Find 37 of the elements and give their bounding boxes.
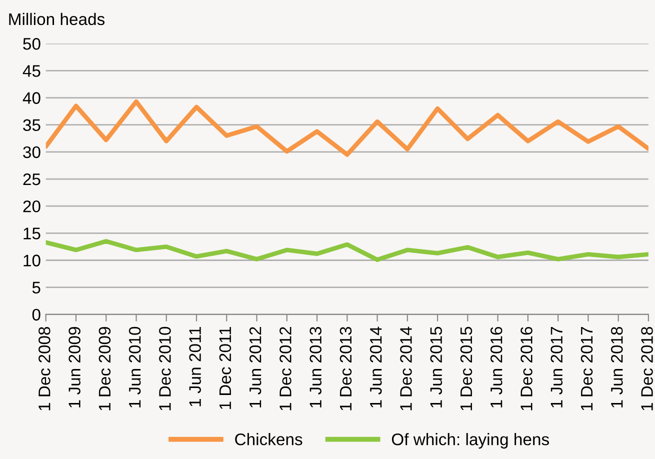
y-tick-label: 20 <box>23 200 40 212</box>
x-tick-label: 1 Dec 2018 <box>641 326 653 410</box>
x-tick-label: 1 Dec 2012 <box>280 327 292 410</box>
x-tick-label: 1 Dec 2017 <box>580 327 593 410</box>
x-tick-label: 1 Dec 2009 <box>98 327 111 410</box>
x-tick-label: 1 Jun 2014 <box>370 326 382 408</box>
x-tick-label: 1 Jun 2017 <box>550 327 563 408</box>
x-tick-label: 1 Jun 2009 <box>68 327 80 408</box>
x-tick-label: 1 Jun 2012 <box>249 327 262 408</box>
y-axis-title: Million heads <box>9 12 105 26</box>
y-tick-label: 50 <box>23 38 40 50</box>
x-tick-label: 1 Dec 2015 <box>460 326 472 410</box>
y-tick-label: 45 <box>22 65 40 77</box>
y-tick-label: 0 <box>32 308 40 321</box>
line-series <box>46 99 648 157</box>
x-tick-label: 1 Jun 2013 <box>310 326 322 408</box>
x-tick-label: 1 Jun 2010 <box>128 326 141 408</box>
x-tick-label: 1 Dec 2016 <box>520 326 532 410</box>
y-tick-label: 40 <box>22 92 40 104</box>
x-tick-label: 1 Jun 2018 <box>610 326 623 408</box>
legend-label: Chickens <box>235 433 302 446</box>
x-tick-label: 1 Dec 2008 <box>38 326 50 410</box>
y-tick-label: 35 <box>23 119 40 132</box>
x-tick-label: 1 Jun 2016 <box>490 326 502 408</box>
y-tick-label: 10 <box>24 254 40 266</box>
x-tick-label: 1 Dec 2011 <box>219 327 232 409</box>
y-tick-label: 15 <box>24 228 40 240</box>
x-tick-label: 1 Dec 2014 <box>400 326 412 410</box>
x-tick-label: 1 Jun 2015 <box>430 326 442 408</box>
x-tick-label: 1 Dec 2010 <box>159 326 171 410</box>
y-tick-label: 25 <box>23 173 40 186</box>
y-tick-label: 5 <box>32 282 40 294</box>
x-tick-label: 1 Jun 2011 <box>189 327 201 406</box>
legend-label: Of which: laying hens <box>392 433 549 449</box>
y-tick-label: 30 <box>23 146 40 158</box>
x-tick-label: 1 Dec 2013 <box>340 326 352 410</box>
line-series <box>46 239 648 262</box>
